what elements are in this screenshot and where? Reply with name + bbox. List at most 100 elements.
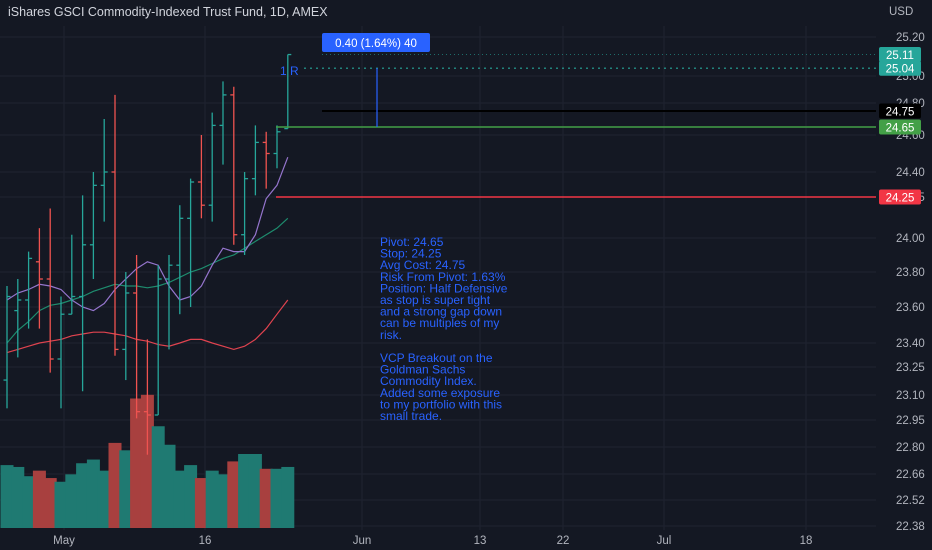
- ohlc-bar: [68, 234, 76, 315]
- volume-bar: [11, 466, 25, 528]
- volume-bar: [173, 470, 187, 528]
- volume-bar: [86, 459, 100, 528]
- note-line: Goldman Sachs: [380, 363, 465, 377]
- note-line: and a strong gap down: [380, 305, 502, 319]
- ohlc-bar: [57, 296, 65, 409]
- volume-bar: [97, 470, 111, 528]
- time-axis[interactable]: May 16 Jun 13 22 Jul 18: [0, 530, 932, 550]
- price-bars: [3, 53, 292, 455]
- ohlc-bar: [154, 265, 162, 416]
- volume-bar: [43, 478, 57, 528]
- ohlc-bar: [35, 228, 43, 329]
- y-tick-label: 23.80: [896, 267, 925, 279]
- volume-bar: [238, 454, 252, 528]
- note-line: small trade.: [380, 409, 442, 423]
- volume-bar: [151, 426, 165, 528]
- volume-bar: [54, 481, 68, 528]
- x-tick-label: 18: [800, 535, 813, 547]
- note-line: VCP Breakout on the: [380, 351, 493, 365]
- volume-bar: [162, 444, 176, 528]
- note-line: Added some exposure: [380, 386, 500, 400]
- y-tick-label: 24.00: [896, 233, 925, 245]
- ohlc-bar: [133, 255, 141, 419]
- volume-bar: [227, 461, 241, 528]
- pivot-badge: 24.65: [879, 119, 921, 135]
- badge-label: 25.04: [886, 64, 915, 76]
- last-price-badge: 25.11: [879, 47, 921, 63]
- volume-bar: [22, 476, 36, 528]
- badge-bg: [879, 60, 921, 76]
- measure-label: 0.40 (1.64%) 40: [335, 38, 417, 50]
- ohlc-bar: [197, 135, 205, 219]
- note-line: as stop is super tight: [380, 293, 491, 307]
- r-label: 1 R: [280, 64, 299, 78]
- volume-bar: [270, 468, 284, 528]
- y-tick-label: 22.52: [896, 495, 925, 507]
- ohlc-bar: [46, 208, 54, 373]
- trade-note: Pivot: 24.65 Stop: 24.25 Avg Cost: 24.75 Ri…: [380, 235, 508, 423]
- x-tick-label: Jul: [657, 535, 672, 547]
- note-line: Avg Cost: 24.75: [380, 258, 465, 272]
- x-tick-label: 22: [557, 535, 570, 547]
- badge-bg: [879, 47, 921, 63]
- note-line: Stop: 24.25: [380, 247, 442, 261]
- y-tick-label: 22.66: [896, 469, 925, 481]
- volume-bar: [248, 454, 262, 528]
- volume-bar: [0, 465, 14, 528]
- badge-bg: [879, 189, 921, 205]
- volume-bar: [140, 394, 154, 528]
- ohlc-bar: [89, 172, 97, 279]
- ohlc-bar: [187, 178, 195, 307]
- x-tick-label: May: [53, 535, 75, 547]
- ohlc-bar: [262, 131, 270, 189]
- y-tick-label: 23.25: [896, 362, 925, 374]
- x-tick-label: 16: [199, 535, 212, 547]
- trade-levels: [276, 54, 876, 198]
- measure-box: [322, 33, 430, 52]
- ma-fast-line: [6, 156, 289, 312]
- stop-badge: 24.25: [879, 189, 921, 205]
- volume-bar: [259, 468, 273, 528]
- time-axis-bg: [0, 530, 932, 550]
- ma-mid-line: [6, 217, 289, 344]
- ohlc-bar: [79, 195, 87, 392]
- badge-label: 24.75: [886, 107, 915, 119]
- avg-cost-badge: 24.75: [879, 103, 921, 119]
- y-tick-label: 22.80: [896, 442, 925, 454]
- volume-bar: [32, 470, 46, 528]
- volume-bar: [130, 398, 144, 528]
- currency-label[interactable]: USD: [889, 6, 913, 18]
- ohlc-bar: [219, 81, 227, 165]
- note-line: risk.: [380, 328, 402, 342]
- ohlc-bar: [273, 125, 281, 169]
- ohlc-bar: [208, 112, 216, 222]
- volume-bar: [184, 465, 198, 528]
- y-tick-label: 23.10: [896, 390, 925, 402]
- volume-bar: [76, 463, 90, 528]
- ohlc-bar: [14, 279, 22, 358]
- y-tick-label: 25.20: [896, 32, 925, 44]
- ohlc-bar: [25, 251, 33, 329]
- note-line: Risk From Pivot: 1.63%: [380, 270, 506, 284]
- badge-label: 25.11: [886, 50, 914, 62]
- volume-bar: [205, 470, 219, 528]
- measure-tool: 0.40 (1.64%) 40 1 R: [280, 33, 430, 127]
- y-tick-label: 23.60: [896, 302, 925, 314]
- note-line: Position: Half Defensive: [380, 281, 508, 295]
- ohlc-bar: [176, 205, 184, 315]
- ohlc-bar: [3, 286, 11, 409]
- note-line: Pivot: 24.65: [380, 235, 444, 249]
- x-tick-label: 13: [474, 535, 487, 547]
- x-tick-label: Jun: [353, 535, 372, 547]
- price-axis[interactable]: 25.2025.0024.8024.6024.4024.2524.0023.80…: [879, 32, 925, 533]
- note-line: can be multiples of my: [380, 316, 499, 330]
- volume-bar: [65, 474, 79, 528]
- ohlc-bar: [111, 94, 119, 356]
- badge-label: 24.65: [886, 123, 915, 135]
- y-tick-label: 23.40: [896, 338, 925, 350]
- ohlc-bar: [143, 339, 151, 455]
- ohlc-bar: [251, 125, 259, 196]
- volume-bar: [281, 466, 295, 528]
- ohlc-bar: [100, 119, 108, 222]
